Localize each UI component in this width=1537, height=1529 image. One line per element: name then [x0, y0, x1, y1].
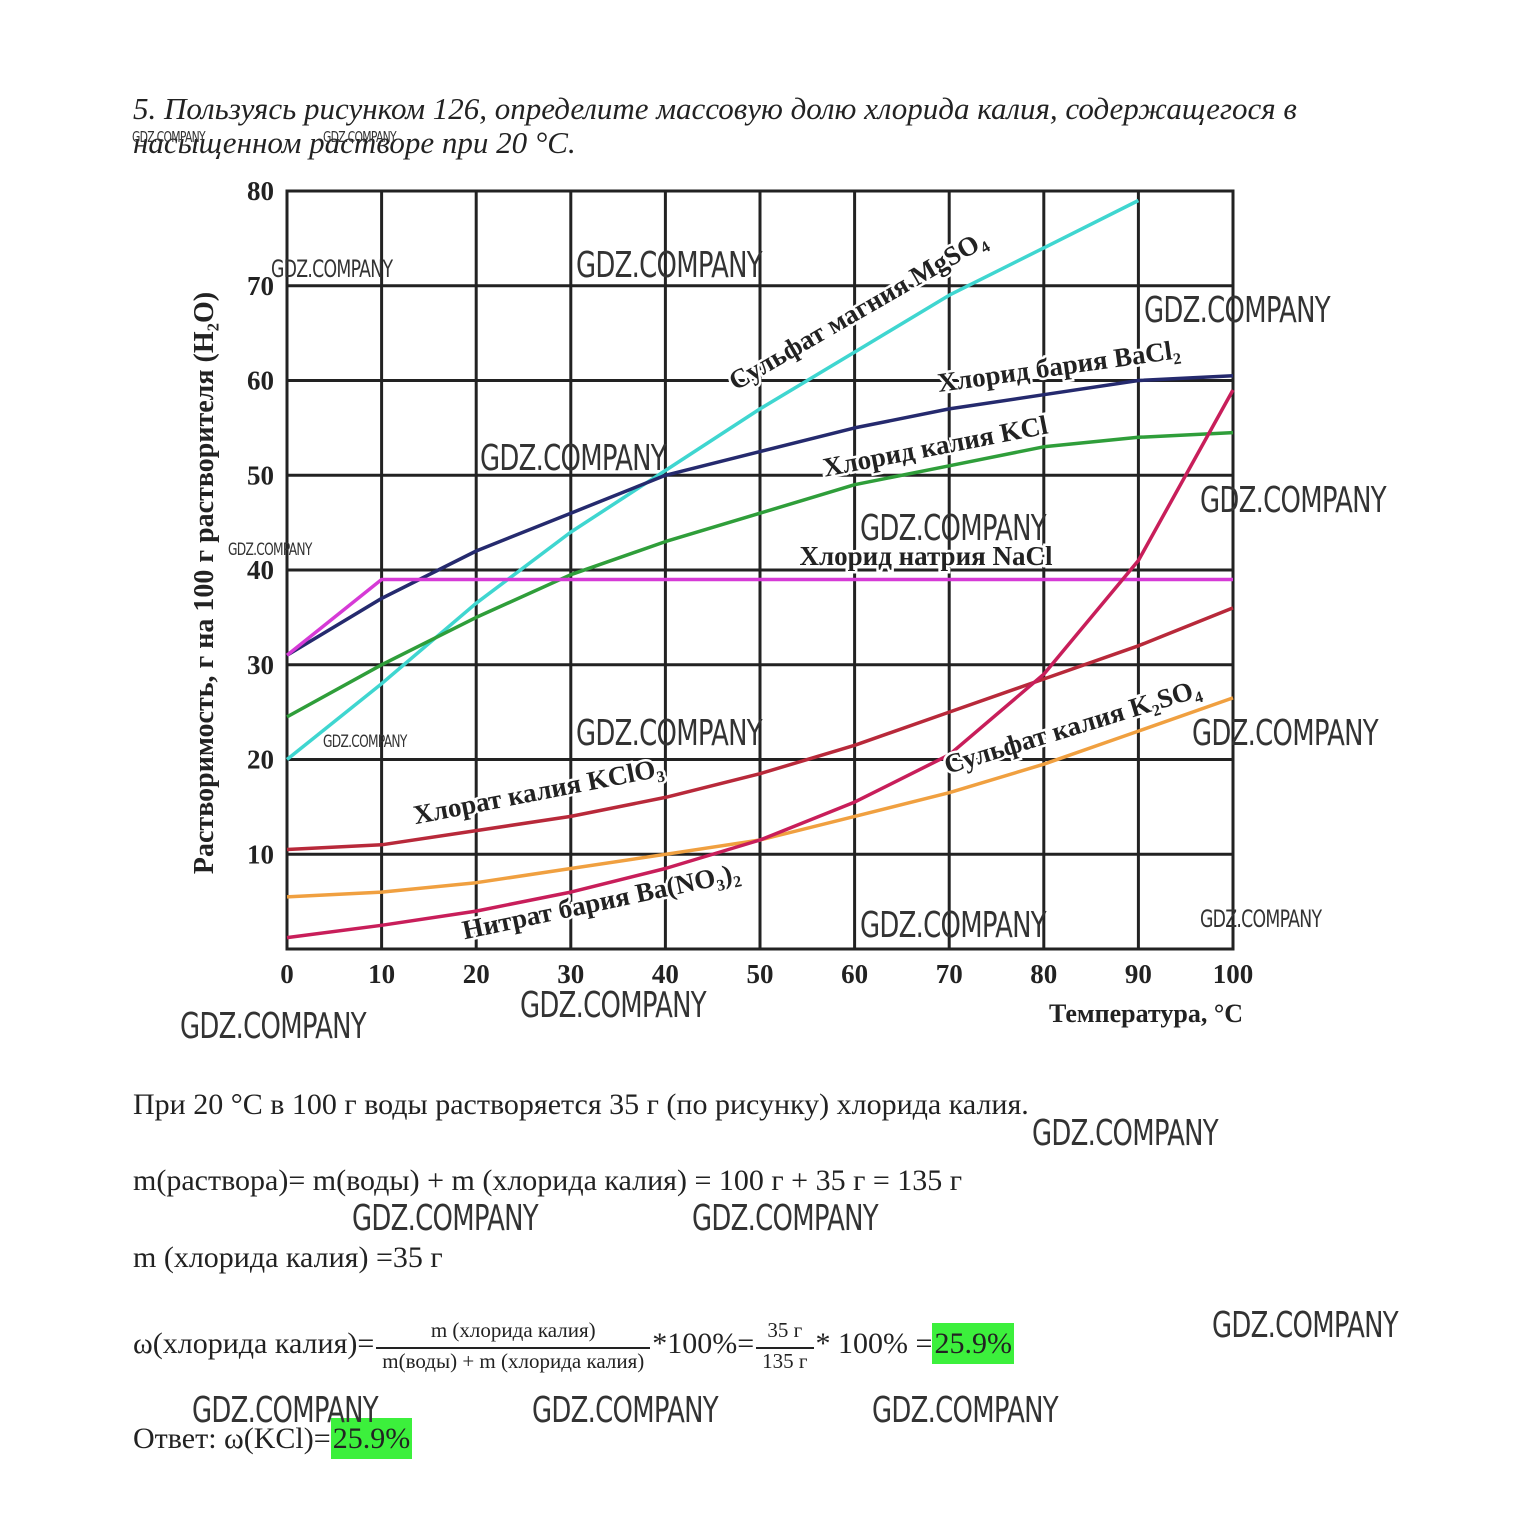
fraction: 35 г 135 г: [756, 1318, 814, 1374]
curve-label: Хлорат калия KClO₃: [411, 752, 666, 830]
formula-text: ω(хлорида калия)=: [133, 1326, 375, 1360]
y-tick-label: 30: [247, 650, 274, 680]
solution-line: При 20 °C в 100 г воды растворяется 35 г…: [133, 1088, 1029, 1121]
curve-label: Хлорид бария BaCl₂: [936, 334, 1182, 398]
y-tick-label: 10: [247, 839, 274, 869]
x-tick-label: 50: [747, 959, 774, 989]
watermark: GDZ.COMPANY: [1032, 1113, 1219, 1154]
watermark: GDZ.COMPANY: [532, 1390, 719, 1431]
fraction: m (хлорида калия) m(воды) + m (хлорида ка…: [376, 1318, 651, 1374]
watermark: GDZ.COMPANY: [1200, 480, 1387, 521]
x-tick-label: 70: [936, 959, 963, 989]
curve-label: Нитрат бария Ba(NO₃)₂: [460, 857, 743, 945]
x-tick-label: 40: [652, 959, 679, 989]
watermark: GDZ.COMPANY: [520, 985, 707, 1026]
y-tick-label: 40: [247, 555, 274, 585]
watermark: GDZ.COMPANY: [576, 245, 763, 286]
question: 5. Пользуясь рисунком 126, определите ма…: [133, 91, 1297, 160]
watermark: GDZ.COMPANY: [872, 1390, 1059, 1431]
answer-result: 25.9%: [330, 1418, 413, 1459]
x-axis-label: Температура, °C: [1049, 999, 1243, 1028]
watermark: GDZ.COMPANY: [271, 255, 393, 283]
formula-text: *100%=: [652, 1326, 755, 1360]
watermark: GDZ.COMPANY: [323, 732, 407, 752]
x-tick-label: 20: [463, 959, 490, 989]
denominator: m(воды) + m (хлорида калия): [382, 1349, 645, 1373]
watermark: GDZ.COMPANY: [860, 905, 1047, 946]
solution-line: m(раствора)= m(воды) + m (хлорида калия)…: [133, 1164, 963, 1197]
formula-text: * 100% =: [815, 1326, 933, 1360]
x-tick-label: 80: [1030, 959, 1057, 989]
curve: [286, 389, 1235, 940]
watermark: GDZ.COMPANY: [192, 1390, 379, 1431]
x-tick-label: 10: [368, 959, 395, 989]
y-tick-label: 50: [247, 460, 274, 490]
watermark: GDZ.COMPANY: [352, 1198, 539, 1239]
watermark: GDZ.COMPANY: [860, 508, 1047, 549]
x-tick-label: 60: [841, 959, 868, 989]
result: 25.9%: [932, 1322, 1014, 1364]
watermark: GDZ.COMPANY: [1144, 290, 1331, 331]
watermark: GDZ.COMPANY: [1212, 1305, 1399, 1346]
watermark: GDZ.COMPANY: [1192, 713, 1379, 754]
y-tick-label: 80: [247, 176, 274, 206]
watermark: GDZ.COMPANY: [323, 128, 397, 146]
watermark: GDZ.COMPANY: [1200, 905, 1322, 933]
watermark: GDZ.COMPANY: [180, 1006, 367, 1047]
formula: ω(хлорида калия)= m (хлорида калия) m(воды…: [133, 1318, 1014, 1374]
x-tick-label: 100: [1213, 959, 1254, 989]
watermark: GDZ.COMPANY: [480, 438, 667, 479]
y-tick-label: 20: [247, 745, 274, 775]
denominator: 135 г: [762, 1349, 808, 1373]
watermark: GDZ.COMPANY: [692, 1198, 879, 1239]
watermark: GDZ.COMPANY: [228, 540, 312, 560]
curve: [286, 430, 1234, 719]
chart: 0 10 20 30 40 50 60 70 80 90 100 10 20 30 40 50 60 70 80 Те…: [189, 176, 1254, 1028]
solution-line: m (хлорида калия) =35 г: [133, 1241, 443, 1274]
watermark: GDZ.COMPANY: [132, 128, 206, 146]
answer: Ответ: ω(KCl)=25.9%: [133, 1418, 413, 1459]
curve: [285, 577, 1233, 657]
y-tick-label: 60: [247, 366, 274, 396]
curve: [285, 198, 1140, 761]
x-tick-label: 0: [280, 959, 294, 989]
x-tick-label: 30: [557, 959, 584, 989]
x-tick-label: 90: [1125, 959, 1152, 989]
numerator: m (хлорида калия): [376, 1318, 651, 1349]
curve: [286, 374, 1234, 657]
y-tick-label: 70: [247, 271, 274, 301]
y-axis-label: Растворимость, г на 100 г растворителя (…: [189, 292, 220, 874]
curve-label: Хлорид натрия NaCl: [799, 541, 1053, 571]
curve: [286, 606, 1234, 852]
numerator: 35 г: [756, 1318, 814, 1349]
answer-label: Ответ: ω(KCl)=: [133, 1422, 331, 1455]
watermark: GDZ.COMPANY: [576, 713, 763, 754]
